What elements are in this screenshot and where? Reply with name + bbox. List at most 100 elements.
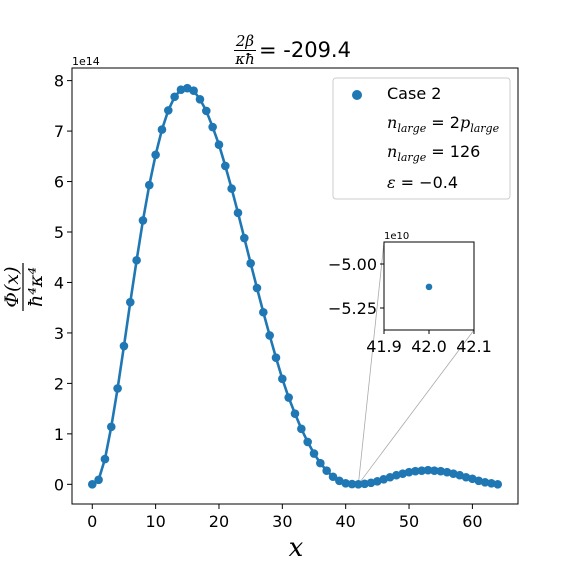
legend-label-epsilon: ε = −0.4 — [387, 173, 458, 192]
x-tick-label: 0 — [87, 512, 97, 531]
data-point — [138, 216, 148, 225]
legend-ratio-lhs-sub: large — [397, 122, 426, 135]
data-point — [246, 258, 255, 268]
legend-nlarge-sub: large — [397, 151, 426, 164]
y-tick-label: 8 — [54, 72, 64, 91]
inset-x-tick-label: 41.9 — [366, 337, 402, 356]
data-point — [360, 479, 369, 489]
data-point — [170, 92, 179, 102]
inset-connector-lines — [357, 241, 475, 485]
data-point — [163, 106, 173, 115]
legend-label-ratio: nlarge = 2plarge — [387, 113, 500, 135]
y-tick-label: 7 — [54, 122, 64, 141]
main-plot: 0 10 20 30 40 50 60 0 1 2 3 4 5 6 7 8 1e14 — [54, 55, 519, 531]
inset-x-tick-label: 42.1 — [456, 337, 492, 356]
legend-ratio-rhs-sub: large — [470, 122, 499, 135]
data-point — [328, 472, 338, 482]
data-point — [436, 466, 446, 476]
x-axis: 0 10 20 30 40 50 60 — [87, 504, 483, 531]
data-point — [94, 475, 103, 485]
inset-series-points — [425, 283, 433, 291]
chart-title: 2β κħ = -209.4 — [234, 32, 351, 68]
title-numerator: 2β — [235, 32, 255, 50]
data-point — [151, 150, 160, 160]
legend-label-case: Case 2 — [387, 84, 441, 103]
inset-x-axis: 41.9 42.0 42.1 — [366, 330, 492, 356]
legend-nlarge-lhs: n — [387, 142, 397, 161]
legend-ratio-rhs: p — [460, 113, 470, 132]
data-point — [100, 454, 110, 464]
legend-label-nlarge: nlarge = 126 — [387, 142, 480, 164]
data-point — [411, 466, 420, 476]
inset-y-offset-text: 1e10 — [384, 231, 409, 242]
data-point — [297, 424, 306, 434]
data-point — [284, 393, 293, 402]
x-tick-label: 20 — [209, 512, 229, 531]
data-point — [189, 86, 198, 96]
data-point — [221, 161, 230, 171]
y-label-denominator: ħ⁴κ⁴ — [25, 267, 47, 307]
legend-nlarge-rel: = 126 — [426, 142, 480, 161]
legend-ratio-lhs: n — [387, 113, 397, 132]
y-tick-label: 0 — [54, 475, 64, 494]
y-offset-text: 1e14 — [72, 55, 100, 68]
data-point — [480, 478, 490, 487]
data-point — [119, 341, 129, 351]
data-point — [214, 140, 224, 150]
data-point — [240, 233, 249, 243]
data-point — [106, 422, 116, 432]
data-point — [87, 480, 97, 489]
data-point — [309, 449, 319, 458]
legend-marker — [352, 90, 362, 100]
data-point — [157, 125, 167, 134]
inset-data-point — [425, 283, 433, 291]
data-point — [430, 466, 439, 475]
inset-x-tick-label: 42.0 — [411, 337, 447, 356]
data-point — [354, 480, 363, 489]
legend-epsilon-rel: = −0.4 — [396, 173, 458, 192]
data-point — [404, 467, 414, 477]
connector-line — [358, 329, 475, 485]
data-point — [423, 465, 433, 475]
series-points — [87, 83, 503, 489]
x-tick-label: 50 — [399, 512, 419, 531]
y-label-numerator: Φ(x) — [1, 266, 23, 307]
legend-box — [332, 77, 511, 200]
title-denominator: κħ — [234, 50, 255, 68]
data-point — [265, 331, 274, 340]
y-axis: 0 1 2 3 4 5 6 7 8 — [54, 72, 72, 494]
data-point — [195, 94, 205, 104]
y-tick-label: 2 — [54, 374, 64, 393]
legend-ratio-rel: = 2 — [426, 113, 460, 132]
data-point — [259, 307, 268, 317]
data-point — [125, 297, 135, 307]
data-point — [252, 283, 262, 293]
y-tick-label: 5 — [54, 223, 64, 242]
y-tick-label: 3 — [54, 324, 64, 343]
data-point — [341, 479, 350, 488]
data-point — [316, 458, 325, 468]
data-point — [144, 180, 154, 190]
x-tick-label: 10 — [145, 512, 165, 531]
y-tick-label: 4 — [54, 273, 64, 292]
data-point — [132, 255, 141, 265]
data-point — [322, 466, 331, 475]
x-tick-label: 40 — [336, 512, 356, 531]
data-point — [303, 437, 312, 447]
data-point — [493, 480, 503, 489]
data-point — [347, 479, 357, 489]
data-point — [278, 374, 287, 384]
y-tick-label: 6 — [54, 173, 64, 192]
data-point — [202, 106, 211, 116]
inset-y-tick-label: −5.00 — [328, 255, 377, 274]
x-tick-label: 30 — [272, 512, 292, 531]
inset-y-tick-label: −5.25 — [328, 299, 377, 318]
data-point — [233, 208, 243, 218]
legend: Case 2 nlarge = 2plarge nlarge = 126 ε =… — [332, 77, 511, 200]
data-point — [113, 384, 122, 393]
data-point — [271, 353, 281, 362]
y-axis-label: Φ(x) ħ⁴κ⁴ — [1, 263, 47, 311]
x-tick-label: 60 — [462, 512, 482, 531]
connector-line — [357, 241, 385, 485]
